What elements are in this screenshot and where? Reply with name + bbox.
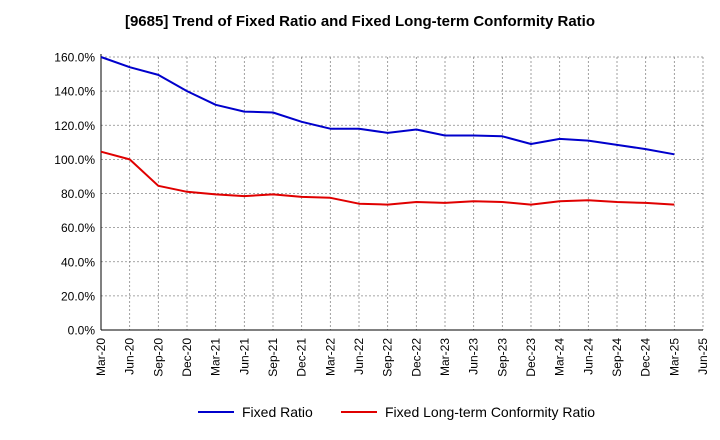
legend: Fixed Ratio Fixed Long-term Conformity R…	[0, 404, 720, 428]
x-tick-label: Sep-21	[266, 338, 280, 377]
x-tick-label: Mar-22	[323, 338, 337, 376]
legend-label-fixed-ratio: Fixed Ratio	[242, 404, 313, 420]
x-tick-label: Mar-21	[209, 338, 223, 376]
y-tick-label: 100.0%	[54, 153, 95, 167]
legend-swatch-fixed-ratio	[198, 411, 234, 413]
y-tick-label: 40.0%	[61, 255, 95, 269]
legend-swatch-fixed-long-term-conformity-ratio	[341, 411, 377, 413]
x-tick-label: Jun-20	[123, 338, 137, 375]
x-tick-labels: Mar-20 Jun-20 Sep-20 Dec-20 Mar-21 Jun-21 Sep-…	[94, 338, 710, 377]
x-tick-label: Mar-25	[667, 338, 681, 376]
x-tick-label: Dec-23	[524, 338, 538, 377]
y-tick-labels: 0.0% 20.0% 40.0% 60.0% 80.0% 100.0% 120.0% 140.…	[54, 51, 95, 338]
series-line-fixed-ratio	[100, 56, 675, 156]
x-tick-label: Jun-24	[581, 338, 595, 375]
x-tick-label: Mar-20	[94, 338, 108, 376]
x-tick-label: Jun-23	[467, 338, 481, 375]
y-tick-label: 140.0%	[54, 85, 95, 99]
x-tick-label: Jun-25	[696, 338, 710, 375]
legend-label-fixed-long-term-conformity-ratio: Fixed Long-term Conformity Ratio	[385, 404, 596, 420]
series-line-fixed-long-term-conformity-ratio	[100, 150, 675, 206]
x-tick-label: Dec-22	[409, 338, 423, 377]
x-tick-label: Sep-20	[151, 338, 165, 377]
y-tick-label: 0.0%	[68, 324, 96, 338]
x-tick-label: Dec-20	[180, 338, 194, 377]
gridlines	[101, 56, 704, 330]
x-tick-label: Sep-24	[610, 338, 624, 377]
x-tick-label: Dec-21	[295, 338, 309, 377]
series-lines	[100, 56, 675, 206]
x-tick-label: Sep-22	[381, 338, 395, 377]
y-tick-label: 20.0%	[61, 289, 95, 303]
x-tick-label: Jun-22	[352, 338, 366, 375]
x-tick-label: Dec-24	[639, 338, 653, 377]
x-tick-label: Sep-23	[495, 338, 509, 377]
y-tick-label: 60.0%	[61, 221, 95, 235]
y-tick-label: 80.0%	[61, 187, 95, 201]
y-tick-label: 120.0%	[54, 119, 95, 133]
y-tick-label: 160.0%	[54, 51, 95, 65]
chart-title: [9685] Trend of Fixed Ratio and Fixed Lo…	[124, 13, 596, 30]
legend-item-fixed-long-term-conformity-ratio: Fixed Long-term Conformity Ratio	[341, 404, 595, 420]
x-tick-label: Jun-21	[237, 338, 251, 375]
legend-item-fixed-ratio: Fixed Ratio	[198, 404, 313, 420]
x-tick-label: Mar-24	[553, 338, 567, 376]
x-tick-label: Mar-23	[438, 338, 452, 376]
axes	[100, 54, 703, 331]
